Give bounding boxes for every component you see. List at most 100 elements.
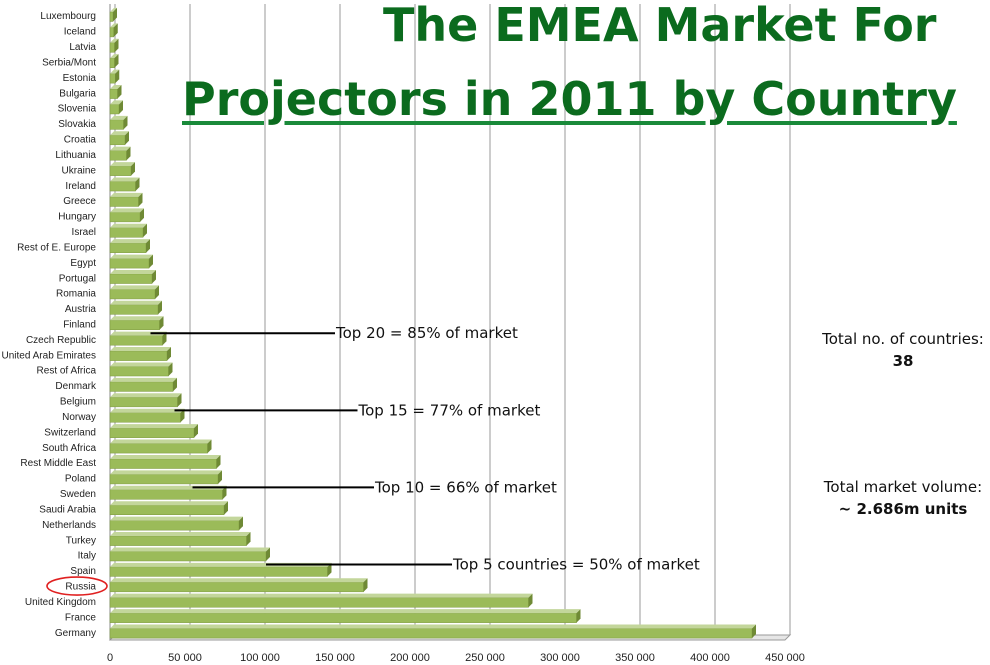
category-label: Sweden [60, 489, 96, 500]
category-label: Switzerland [44, 427, 96, 438]
bar-rest-of-e-europe [109, 239, 150, 253]
bar-denmark [109, 377, 177, 392]
category-label: Bulgaria [59, 88, 96, 99]
category-label: Serbia/Mont [42, 57, 96, 68]
labels-layer: Luxembourg Iceland Latvia Serbia/Mont Estoni… [2, 11, 108, 639]
category-label: Estonia [63, 73, 97, 84]
x-tick-label-9: 450 000 [765, 652, 805, 664]
category-label: France [65, 612, 97, 623]
x-tick-label-2: 100 000 [240, 652, 280, 664]
category-label: Poland [65, 474, 96, 485]
category-label: Iceland [64, 27, 96, 38]
category-label: Turkey [66, 535, 96, 546]
bar-hungary [109, 208, 144, 223]
category-label: Germany [55, 628, 96, 639]
annotation-label-3: Top 5 countries = 50% of market [452, 555, 700, 573]
bar-poland [109, 470, 222, 485]
total-volume-label: Total market volume: [823, 478, 983, 496]
bar-rest-middle-east [109, 454, 221, 469]
total-volume-value: ~ 2.686m units [838, 500, 968, 518]
category-label: Rest of Africa [37, 366, 97, 377]
x-tick-label-1: 50 000 [168, 652, 202, 664]
bar-slovakia [109, 115, 128, 130]
bar-norway [109, 408, 185, 423]
category-label: Latvia [69, 42, 96, 53]
category-label: Hungary [58, 212, 96, 223]
highlight-circle [46, 576, 108, 596]
category-label: Portugal [59, 273, 96, 284]
category-label: Italy [78, 551, 96, 562]
total-volume-note: Total market volume: ~ 2.686m units [808, 478, 990, 518]
category-label: Rest Middle East [20, 458, 96, 469]
category-label: Luxembourg [40, 11, 96, 22]
category-label: Rest of E. Europe [17, 242, 96, 253]
category-label: Croatia [64, 135, 97, 146]
bar-estonia [109, 69, 120, 84]
category-label: Israel [72, 227, 96, 238]
category-label: Netherlands [42, 520, 96, 531]
total-countries-label: Total no. of countries: [822, 330, 984, 348]
category-label: United Arab Emirates [2, 350, 97, 361]
chart-title-line-1: The EMEA Market For [383, 0, 937, 52]
chart-title-line-2: Projectors in 2011 by Country [182, 72, 957, 126]
category-label: Czech Republic [26, 335, 96, 346]
annotation-label-1: Top 15 = 77% of market [358, 401, 541, 419]
bar-finland [109, 316, 164, 331]
bar-germany [109, 624, 756, 639]
category-label: Russia [65, 582, 96, 593]
category-label: Denmark [55, 381, 97, 392]
annotations-layer: Top 20 = 85% of market Top 15 = 77% of ma… [150, 324, 700, 573]
category-label: Finland [63, 320, 96, 331]
x-tick-label-0: 0 [107, 652, 113, 664]
category-label: Belgium [60, 397, 96, 408]
category-label: Ireland [65, 181, 96, 192]
bar-croatia [109, 131, 129, 146]
bar-netherlands [109, 516, 243, 531]
bar-turkey [109, 532, 251, 546]
x-tick-label-4: 200 000 [390, 652, 430, 664]
x-tick-label-7: 350 000 [615, 652, 655, 664]
category-label: Romania [56, 289, 96, 300]
bar-greece [109, 192, 143, 207]
category-label: Austria [65, 304, 97, 315]
bar-united-arab-emirates [109, 347, 171, 361]
total-countries-value: 38 [892, 352, 914, 370]
bar-south-africa [109, 439, 212, 454]
category-label: Spain [70, 566, 96, 577]
bar-saudi-arabia [109, 501, 228, 516]
bars-layer [109, 7, 756, 639]
x-tick-label-8: 400 000 [690, 652, 730, 664]
category-label: Lithuania [55, 150, 96, 161]
x-tick-label-5: 250 000 [465, 652, 505, 664]
bar-russia [109, 578, 368, 593]
bar-romania [109, 285, 159, 300]
category-label: Norway [62, 412, 96, 423]
bar-serbia-mont [109, 54, 119, 68]
category-label: Ukraine [62, 165, 97, 176]
category-label: South Africa [42, 443, 96, 454]
category-label: Egypt [70, 258, 96, 269]
category-label: United Kingdom [25, 597, 96, 608]
bar-france [109, 609, 581, 623]
category-label: Slovenia [58, 104, 97, 115]
ticks-layer: 0 50 000 100 000 150 000 200 000 250 000 300 0… [107, 652, 805, 664]
bar-switzerland [109, 424, 198, 438]
bar-latvia [109, 38, 119, 53]
x-tick-label-3: 150 000 [315, 652, 355, 664]
annotation-label-2: Top 10 = 66% of market [374, 478, 557, 496]
category-label: Slovakia [58, 119, 96, 130]
category-label: Saudi Arabia [39, 504, 96, 515]
bar-lithuania [109, 146, 131, 161]
bar-iceland [109, 23, 118, 38]
total-countries-note: Total no. of countries: 38 [808, 330, 990, 370]
annotation-label-0: Top 20 = 85% of market [335, 324, 518, 342]
category-label: Greece [63, 196, 96, 207]
bar-egypt [109, 254, 153, 269]
bar-bulgaria [109, 85, 122, 99]
bar-luxembourg [109, 7, 117, 22]
x-tick-label-6: 300 000 [540, 652, 580, 664]
bar-portugal [109, 269, 156, 284]
bar-ukraine [109, 162, 135, 176]
bar-belgium [109, 393, 182, 408]
